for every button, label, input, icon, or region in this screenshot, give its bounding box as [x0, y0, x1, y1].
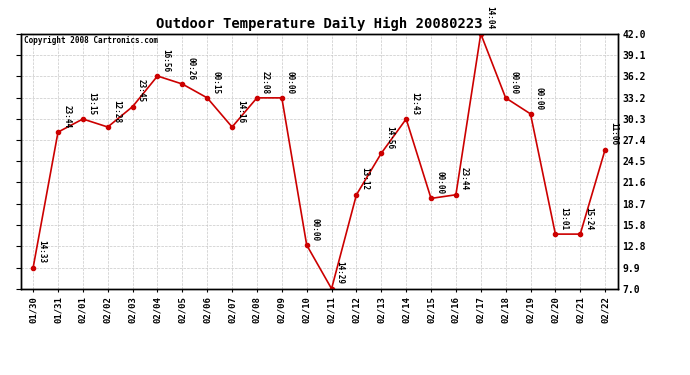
- Text: 15:24: 15:24: [584, 207, 593, 230]
- Text: 13:15: 13:15: [87, 92, 96, 115]
- Text: 13:01: 13:01: [560, 207, 569, 230]
- Text: 16:56: 16:56: [161, 49, 170, 72]
- Text: 00:15: 00:15: [211, 70, 220, 94]
- Text: 00:00: 00:00: [535, 87, 544, 110]
- Text: 00:00: 00:00: [286, 70, 295, 94]
- Text: 23:45: 23:45: [137, 80, 146, 102]
- Text: 14:04: 14:04: [485, 6, 494, 30]
- Text: 12:43: 12:43: [411, 92, 420, 115]
- Text: 13:12: 13:12: [361, 168, 370, 190]
- Title: Outdoor Temperature Daily High 20080223: Outdoor Temperature Daily High 20080223: [156, 17, 482, 31]
- Text: 23:44: 23:44: [62, 105, 71, 128]
- Text: 00:00: 00:00: [435, 171, 444, 194]
- Text: 12:28: 12:28: [112, 100, 121, 123]
- Text: 11:06: 11:06: [609, 122, 618, 146]
- Text: 14:33: 14:33: [37, 240, 46, 264]
- Text: 00:00: 00:00: [510, 70, 519, 94]
- Text: 14:16: 14:16: [236, 100, 245, 123]
- Text: 23:44: 23:44: [460, 168, 469, 190]
- Text: 00:00: 00:00: [311, 218, 320, 241]
- Text: Copyright 2008 Cartronics.com: Copyright 2008 Cartronics.com: [23, 36, 158, 45]
- Text: 14:56: 14:56: [386, 126, 395, 149]
- Text: 00:26: 00:26: [186, 57, 195, 80]
- Text: 22:08: 22:08: [261, 70, 270, 94]
- Text: 14:29: 14:29: [336, 261, 345, 285]
